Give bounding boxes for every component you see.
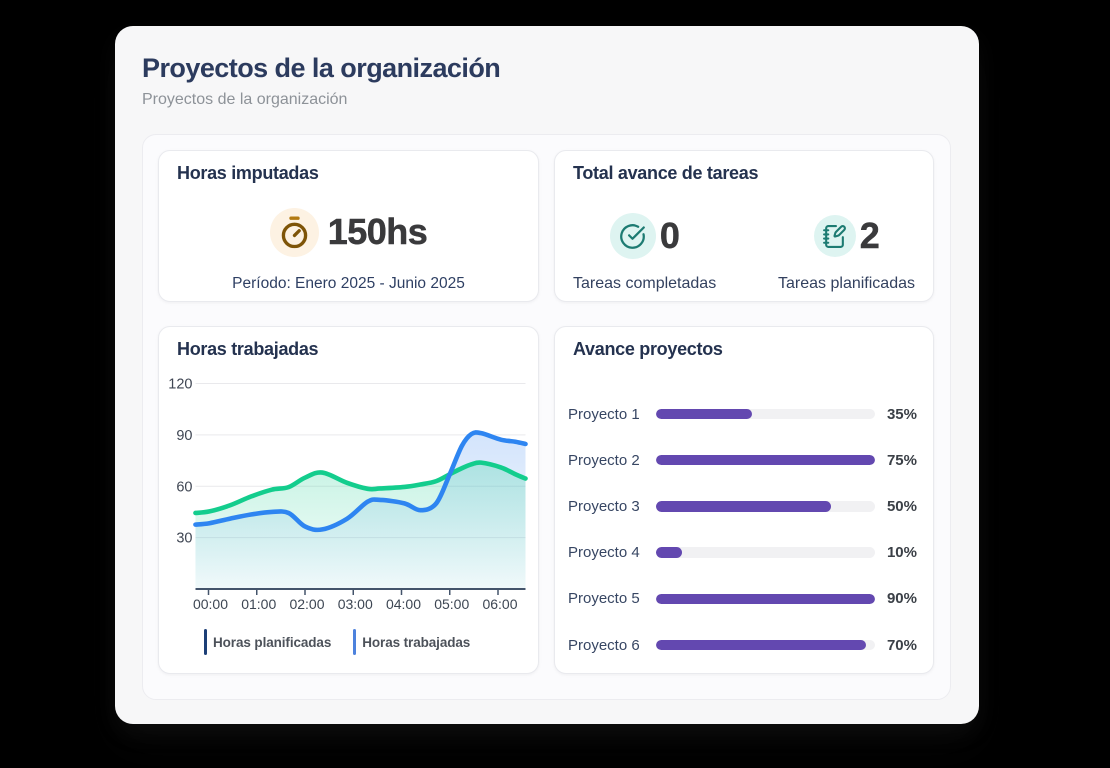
progress-value-1: 35% [886,405,917,423]
legend-item-1: Horas planificadas [204,629,331,655]
legend-label-1: Horas planificadas [213,634,332,650]
progress-row-1: Proyecto 1 35% [568,403,917,425]
check-circle-icon [609,213,656,259]
legend-swatch-1 [204,629,207,655]
progress-fill-3 [656,501,832,512]
progress-fill-1 [656,408,753,420]
chart-x-label-05:00: 05:00 [434,596,469,612]
hours-total-value: 150hs [327,211,428,253]
tareas-planificadas-value: 2 [859,215,881,257]
timer-icon [269,207,319,257]
page-title: Proyectos de la organización [142,53,501,83]
progress-row-6: Proyecto 6 70% [568,634,917,656]
chart-y-label-30: 30 [176,531,192,547]
notebook-pen-icon [813,215,856,257]
legend-swatch-2 [353,629,357,655]
progress-track-6 [656,639,875,651]
chart-x-label-01:00: 01:00 [241,596,276,612]
progress-value-3: 50% [886,497,917,515]
progress-value-6: 70% [886,636,917,654]
progress-value-5: 90% [886,590,917,608]
stat-planificadas-value-group: 2 [813,211,881,261]
progress-fill-2 [656,454,875,466]
progress-row-5: Proyecto 5 90% [568,588,917,610]
dashboard-panel: Proyectos de la organización Proyectos d… [115,26,979,724]
card-total-avance-title: Total avance de tareas [573,163,759,183]
stat-completadas-value-group: 0 [609,211,681,261]
progress-label-5: Proyecto 5 [568,590,640,608]
chart-x-label-00:00: 00:00 [193,596,228,612]
progress-track-5 [656,593,875,605]
tareas-completadas-value: 0 [659,215,681,257]
chart-legend: Horas planificadas Horas trabajadas [204,628,470,656]
card-avance-proyectos: Avance proyectos Proyecto 1 35% Proyecto 2… [554,326,934,674]
card-horas-trabajadas-title: Horas trabajadas [177,339,319,359]
stat-tareas-completadas: 0 Tareas completadas [573,211,716,293]
tareas-planificadas-label: Tareas planificadas [778,275,915,292]
progress-value-4: 10% [886,544,917,562]
stats-row: 0 Tareas completadas 2 [573,211,915,293]
stat-tareas-planificadas: 2 Tareas planificadas [778,211,915,293]
chart-line-series-2 [193,430,528,533]
legend-label-2: Horas trabajadas [362,634,471,650]
chart-area-series-1 [195,462,526,589]
progress-track-3 [656,501,875,512]
progress-label-2: Proyecto 2 [568,451,640,469]
progress-fill-4 [656,547,683,558]
progress-row-3: Proyecto 3 50% [568,495,917,517]
tareas-completadas-label: Tareas completadas [573,275,717,292]
chart-x-label-04:00: 04:00 [386,596,421,612]
progress-row-2: Proyecto 2 75% [568,449,917,471]
cards-container: Horas imputadas 150hs Período: Enero 202… [142,134,951,700]
progress-label-6: Proyecto 6 [568,636,640,654]
progress-label-4: Proyecto 4 [568,544,640,562]
progress-row-4: Proyecto 4 10% [568,542,917,564]
hours-value-group: 150hs [159,207,538,257]
card-total-avance: Total avance de tareas 0 Tareas completa… [554,150,934,302]
progress-track-2 [656,454,875,466]
progress-track-4 [656,547,875,558]
chart-y-label-120: 120 [168,377,192,393]
chart-x-label-03:00: 03:00 [338,596,373,612]
chart-y-label-60: 60 [176,479,192,495]
progress-value-2: 75% [886,451,917,469]
progress-fill-5 [656,593,875,605]
hours-period: Período: Enero 2025 - Junio 2025 [232,275,465,292]
progress-label-1: Proyecto 1 [568,405,640,423]
card-horas-imputadas-title: Horas imputadas [177,163,319,183]
chart-line-series-1 [193,460,528,516]
legend-item-2: Horas trabajadas [353,629,470,655]
progress-track-1 [656,408,875,420]
card-avance-proyectos-title: Avance proyectos [573,339,723,359]
card-horas-imputadas: Horas imputadas 150hs Período: Enero 202… [158,150,539,302]
chart-x-label-06:00: 06:00 [482,596,517,612]
page-subtitle: Proyectos de la organización [142,91,348,108]
card-horas-trabajadas: Horas trabajadas 30 60 90 120 00:00 01:00 02:0… [158,326,539,674]
hours-line-chart: 30 60 90 120 00:00 01:00 02:00 03:00 04:00 05:00 0… [168,377,528,612]
progress-fill-6 [656,639,867,651]
chart-x-label-02:00: 02:00 [289,596,324,612]
chart-y-label-90: 90 [176,428,192,444]
progress-label-3: Proyecto 3 [568,497,640,515]
